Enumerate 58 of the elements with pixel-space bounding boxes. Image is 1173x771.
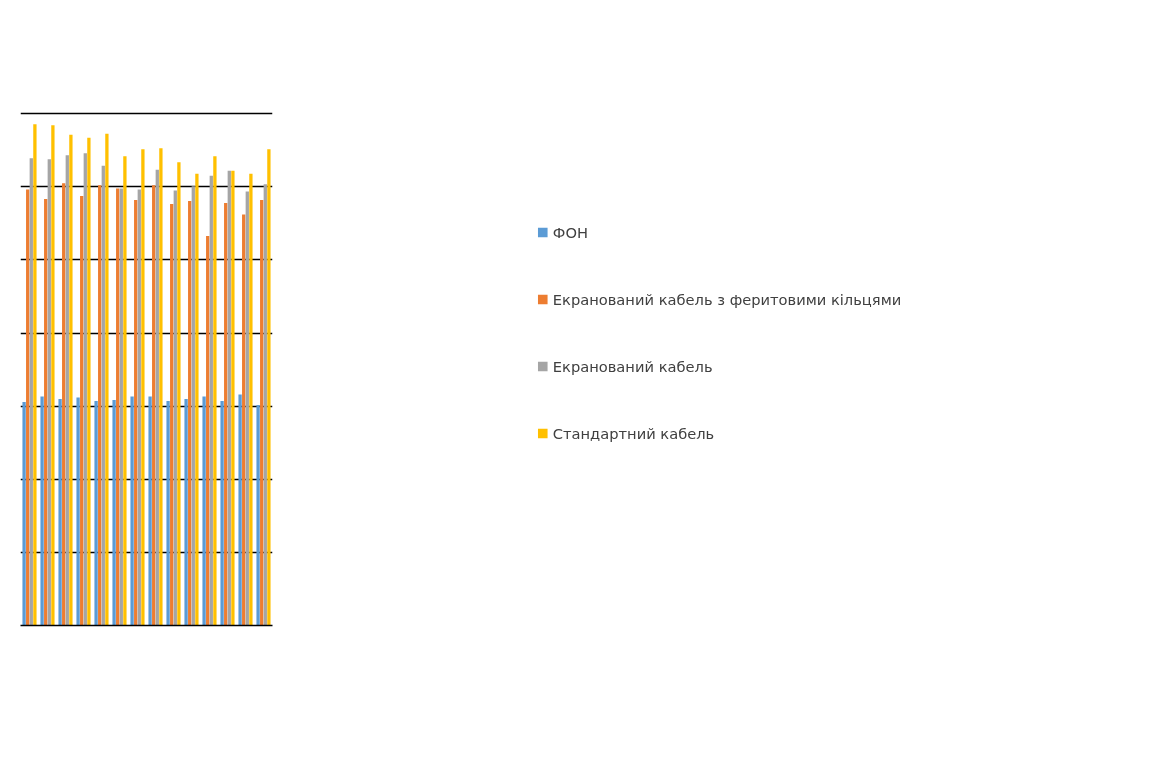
bar: [26, 189, 30, 626]
bar: [213, 156, 217, 626]
legend-label: Стандартний кабель: [552, 424, 715, 442]
legend-label: ФОН: [552, 223, 588, 241]
bar: [256, 404, 260, 626]
bar: [62, 183, 66, 626]
bar: [177, 162, 181, 626]
bar: [245, 191, 249, 626]
bar: [58, 398, 62, 626]
bar: [242, 214, 246, 626]
bar: [155, 169, 159, 626]
bar: [227, 170, 231, 626]
bar: [76, 397, 80, 626]
bar: [94, 400, 98, 626]
bar: [166, 400, 170, 626]
bar: [231, 170, 235, 626]
bar: [209, 175, 213, 626]
bar: [188, 200, 192, 626]
bar: [87, 137, 91, 626]
bar: [134, 199, 138, 626]
bar: [148, 396, 152, 626]
bar: [220, 400, 224, 626]
bar: [65, 155, 69, 626]
bar: [238, 394, 242, 626]
bar: [152, 185, 156, 626]
bar: [202, 396, 206, 626]
bar: [22, 401, 26, 626]
bar: [263, 184, 267, 626]
bar: [123, 156, 127, 626]
bar: [137, 189, 141, 626]
bar: [83, 153, 87, 626]
bar: [195, 173, 199, 626]
bar: [173, 190, 177, 626]
bar: [159, 148, 163, 626]
legend-label: Екранований кабель з феритовими кільцями: [552, 290, 902, 308]
bar: [101, 165, 105, 626]
legend-label: Екранований кабель: [552, 357, 713, 375]
bar: [29, 158, 33, 626]
bar: [98, 185, 102, 626]
bar: [40, 396, 44, 626]
bar: [112, 399, 116, 626]
bar: [69, 134, 73, 626]
bar: [141, 149, 145, 626]
bar: [105, 133, 109, 626]
bar: [47, 159, 51, 626]
bar: [51, 125, 55, 626]
bar: [130, 396, 134, 626]
bar: [170, 203, 174, 626]
bar: [191, 186, 195, 626]
bar: [260, 199, 264, 626]
bar: [33, 124, 37, 626]
bar: [44, 198, 48, 626]
bar: [249, 173, 253, 626]
bar: [224, 202, 228, 626]
bar: [80, 195, 84, 626]
bar: [267, 149, 271, 626]
bar: [206, 236, 210, 626]
bar: [184, 398, 188, 626]
